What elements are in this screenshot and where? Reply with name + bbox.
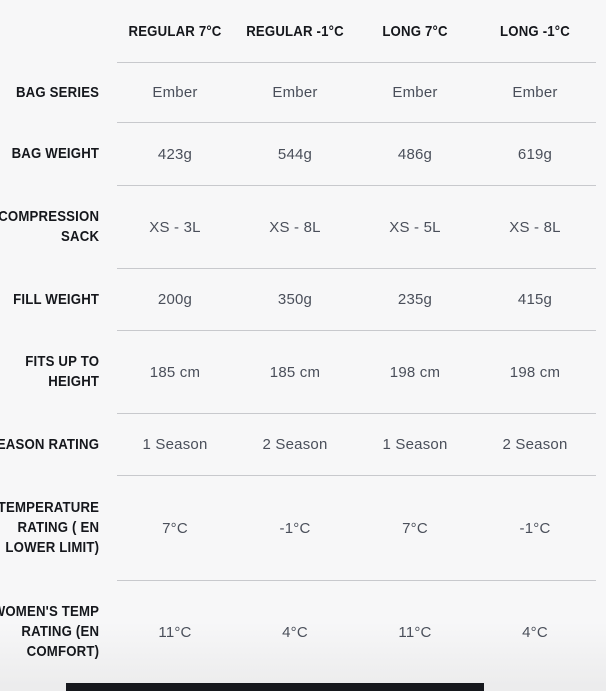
cell-value: XS - 3L [149,218,201,236]
row-divider [117,185,596,186]
table-header-row: REGULAR 7°C REGULAR -1°C LONG 7°C LONG -… [0,0,606,62]
cell-value: 7°C [162,519,188,537]
column-header-long-7c: LONG 7°C [382,22,448,40]
row-divider [117,413,596,414]
cell-value: 1 Season [142,436,208,453]
cell-value: 2 Season [502,436,568,453]
cell-value: 11°C [158,623,192,641]
table-row: FILL WEIGHT 200g 350g 235g 415g [0,269,606,330]
table-row: BAG SERIES Ember Ember Ember Ember [0,63,606,122]
row-divider [117,330,596,331]
cell-value: XS - 8L [509,218,561,236]
table-row: FITS UP TO HEIGHT 185 cm 185 cm 198 cm 198 c… [0,331,606,413]
row-label-text: BAG SERIES [15,83,100,101]
horizontal-scrollbar-thumb[interactable] [66,683,484,691]
cell-value: 198 cm [509,363,561,381]
row-label: TEMPERATURE RATING ( EN LOWER LIMIT) [0,498,115,558]
row-label-text: WOMEN'S TEMP RATING (EN COMFORT) [0,603,100,660]
table-body: BAG SERIES Ember Ember Ember Ember BAG WEIGHT… [0,62,606,683]
cell-value: 619g [517,145,553,163]
cell-value: -1°C [279,519,311,537]
column-header-long-m1c: LONG -1°C [500,22,570,40]
cell-value: 544g [277,145,313,163]
cell-value: XS - 5L [389,218,441,236]
row-label: COMPRESSION SACK [0,207,115,247]
row-divider [117,62,596,63]
table-row: WOMEN'S TEMP RATING (EN COMFORT) 11°C 4°C 1… [0,581,606,683]
row-label: BAG WEIGHT [0,144,115,164]
cell-value: 7°C [402,519,428,537]
cell-value: 2 Season [262,436,328,453]
row-label-text: FILL WEIGHT [13,290,100,308]
row-label-text: TEMPERATURE RATING ( EN LOWER LIMIT) [0,499,100,556]
row-divider [117,475,596,476]
cell-value: Ember [512,84,558,101]
cell-value: Ember [152,84,198,101]
row-divider [117,122,596,123]
cell-value: 486g [397,145,433,163]
cell-value: 350g [277,291,313,308]
row-label: BAG SERIES [0,83,115,103]
cell-value: 198 cm [389,363,441,381]
column-header-regular-m1c: REGULAR -1°C [246,22,344,40]
row-label: FILL WEIGHT [0,290,115,310]
cell-value: -1°C [519,519,551,537]
row-divider [117,268,596,269]
row-label: SEASON RATING [0,435,115,455]
cell-value: 415g [517,291,553,308]
cell-value: 1 Season [382,436,448,453]
cell-value: Ember [392,84,438,101]
horizontal-scrollbar-track[interactable] [0,683,606,691]
column-header-regular-7c: REGULAR 7°C [128,22,222,40]
table-row: COMPRESSION SACK XS - 3L XS - 8L XS - 5L XS … [0,186,606,268]
table-row: TEMPERATURE RATING ( EN LOWER LIMIT) 7°C -… [0,476,606,580]
row-label-text: BAG WEIGHT [11,145,100,162]
cell-value: 235g [397,291,433,308]
row-label-text: COMPRESSION SACK [0,208,100,245]
cell-value: 11°C [398,623,432,641]
cell-value: 4°C [522,623,548,641]
table-row: BAG WEIGHT 423g 544g 486g 619g [0,123,606,185]
cell-value: 423g [157,145,193,163]
row-divider [117,580,596,581]
table-row: SEASON RATING 1 Season 2 Season 1 Season 2 S… [0,414,606,475]
row-label-text: FITS UP TO HEIGHT [25,353,100,390]
row-label: WOMEN'S TEMP RATING (EN COMFORT) [0,602,115,662]
cell-value: 200g [157,291,193,308]
cell-value: 185 cm [149,363,201,381]
cell-value: 185 cm [269,363,321,381]
cell-value: XS - 8L [269,218,321,236]
cell-value: 4°C [282,623,308,641]
cell-value: Ember [272,84,318,101]
row-label: FITS UP TO HEIGHT [0,352,115,392]
row-label-text: SEASON RATING [0,435,100,453]
